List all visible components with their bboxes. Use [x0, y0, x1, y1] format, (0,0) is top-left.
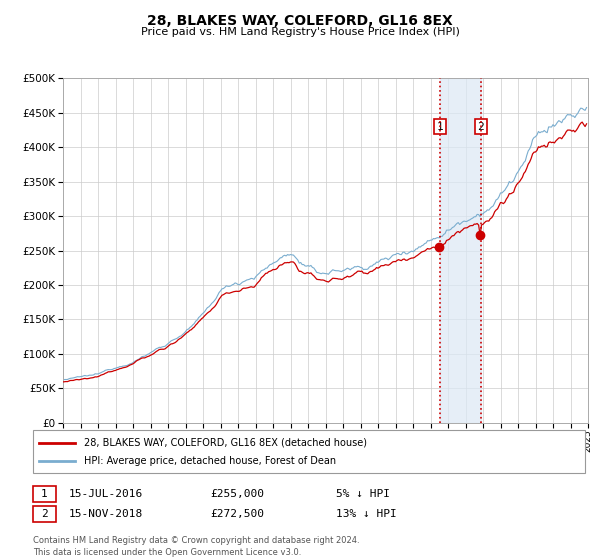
Text: £255,000: £255,000 [210, 489, 264, 499]
Text: 13% ↓ HPI: 13% ↓ HPI [336, 509, 397, 519]
Text: Contains HM Land Registry data © Crown copyright and database right 2024.: Contains HM Land Registry data © Crown c… [33, 536, 359, 545]
Text: 1: 1 [437, 122, 443, 132]
Text: 28, BLAKES WAY, COLEFORD, GL16 8EX (detached house): 28, BLAKES WAY, COLEFORD, GL16 8EX (deta… [84, 437, 367, 447]
Bar [440, 78, 481, 423]
Text: 28, BLAKES WAY, COLEFORD, GL16 8EX: 28, BLAKES WAY, COLEFORD, GL16 8EX [147, 14, 453, 28]
Text: 15-NOV-2018: 15-NOV-2018 [69, 509, 143, 519]
Text: 5% ↓ HPI: 5% ↓ HPI [336, 489, 390, 499]
Text: 15-JUL-2016: 15-JUL-2016 [69, 489, 143, 499]
Text: 1: 1 [41, 489, 48, 499]
Text: 2: 2 [41, 509, 48, 519]
Text: This data is licensed under the Open Government Licence v3.0.: This data is licensed under the Open Gov… [33, 548, 301, 557]
Text: £272,500: £272,500 [210, 509, 264, 519]
Text: Price paid vs. HM Land Registry's House Price Index (HPI): Price paid vs. HM Land Registry's House … [140, 27, 460, 37]
Text: HPI: Average price, detached house, Forest of Dean: HPI: Average price, detached house, Fore… [84, 456, 336, 466]
Text: 2: 2 [478, 122, 484, 132]
